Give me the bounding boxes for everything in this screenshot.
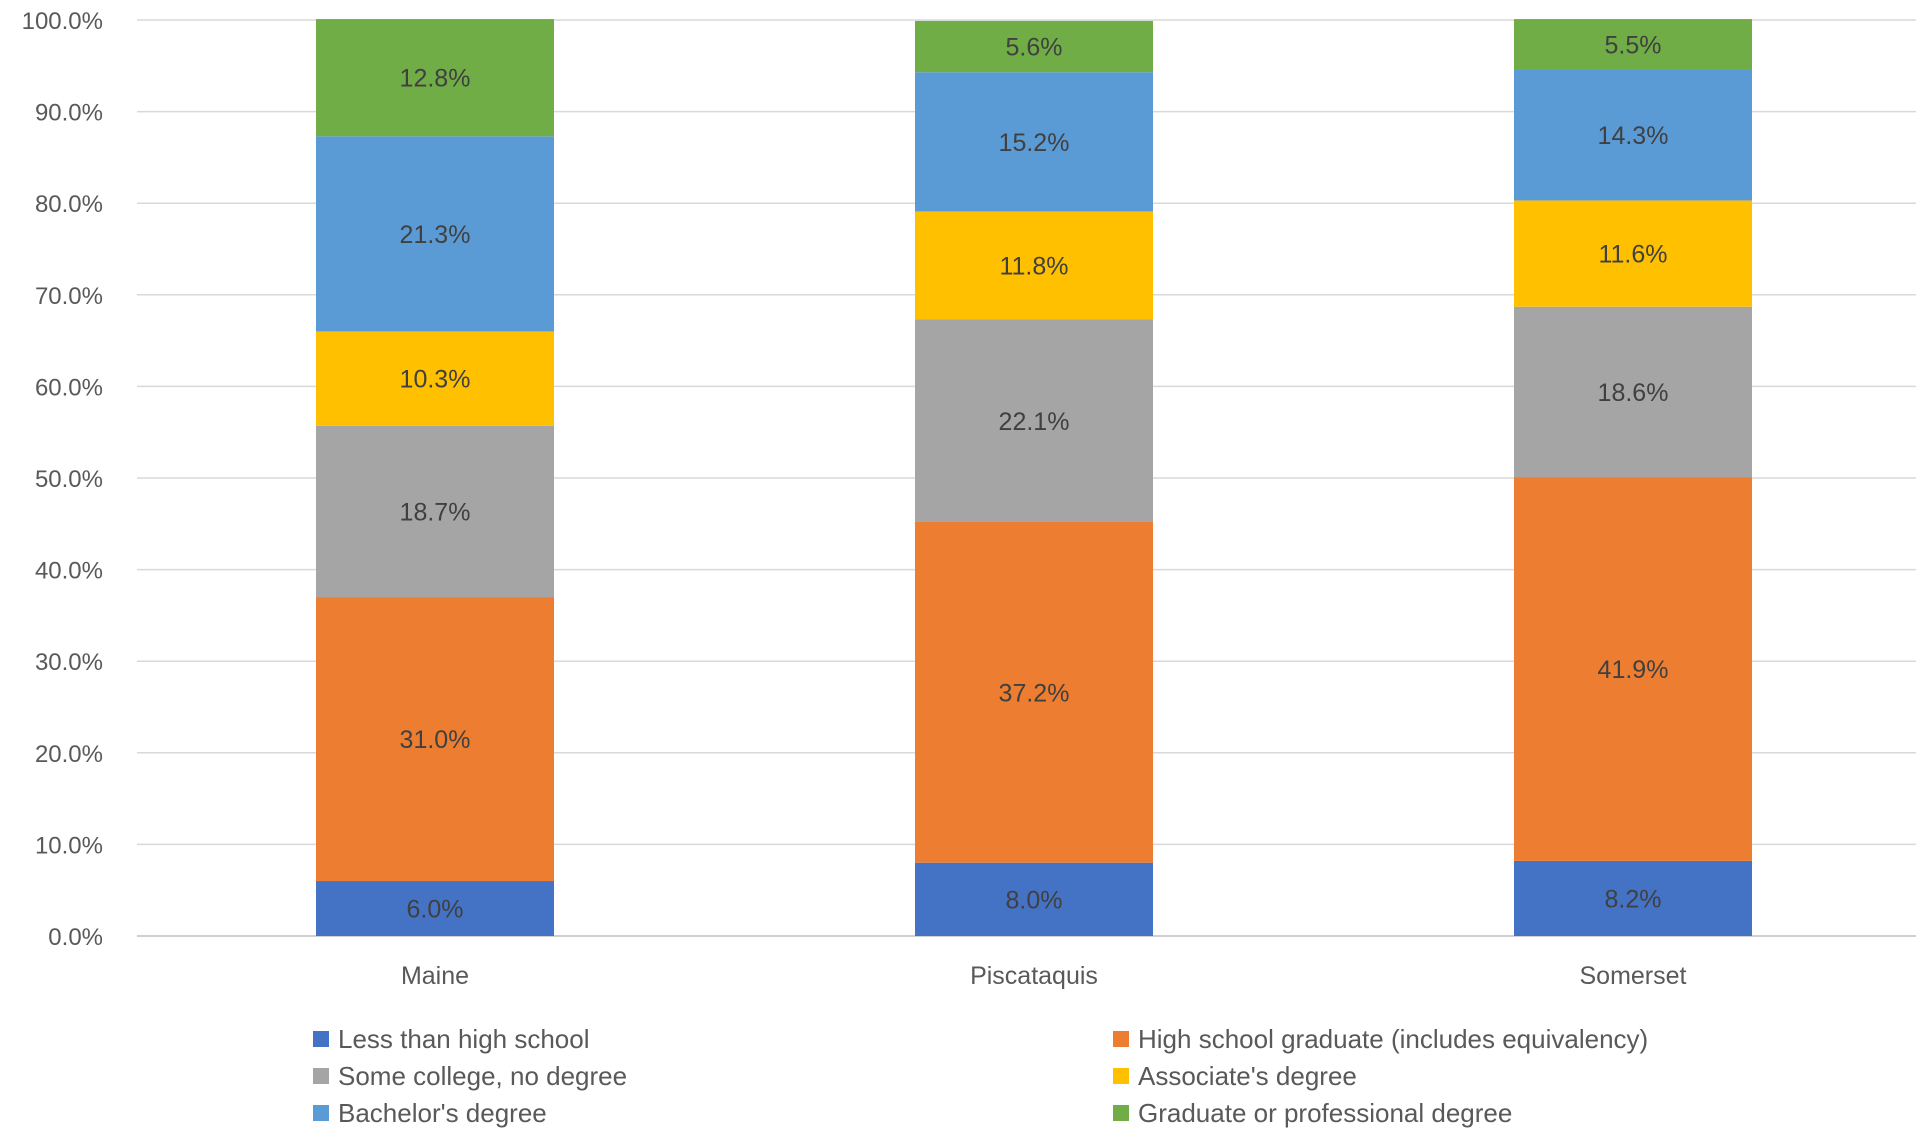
bar-segment	[915, 862, 1153, 936]
bar-segment	[1514, 477, 1752, 861]
bar-segment	[316, 597, 554, 882]
data-label: 14.3%	[1598, 122, 1669, 150]
x-category-label: Maine	[401, 962, 469, 990]
bar-segment	[915, 521, 1153, 863]
legend-swatch	[1113, 1068, 1129, 1084]
data-labels: 6.0% 31.0% 18.7% 10.3% 21.3% 12.8% 8.0% 37.2% 22…	[400, 31, 1669, 923]
y-tick-label: 0.0%	[48, 924, 103, 951]
data-label: 5.6%	[1006, 34, 1063, 62]
legend-label: Bachelor's degree	[338, 1098, 547, 1128]
y-tick-label: 40.0%	[35, 558, 103, 585]
y-tick-label: 50.0%	[35, 466, 103, 493]
data-label: 18.7%	[400, 498, 471, 526]
legend-swatch	[313, 1068, 329, 1084]
data-label: 11.6%	[1598, 241, 1667, 269]
data-label: 11.8%	[999, 252, 1068, 280]
bar-segment	[1514, 19, 1752, 70]
data-label: 6.0%	[407, 896, 464, 924]
bar-segment	[1514, 69, 1752, 201]
legend-label: Associate's degree	[1138, 1061, 1357, 1091]
bar-segment	[316, 881, 554, 936]
y-tick-label: 30.0%	[35, 649, 103, 676]
data-label: 41.9%	[1598, 656, 1669, 684]
data-label: 10.3%	[400, 366, 471, 394]
bar-segment	[316, 331, 554, 426]
x-category-label: Piscataquis	[970, 962, 1098, 990]
data-label: 37.2%	[999, 679, 1070, 707]
y-axis: 0.0% 10.0% 20.0% 30.0% 40.0% 50.0% 60.0% 70.0% 8…	[22, 8, 103, 951]
bars	[316, 19, 1752, 936]
y-tick-label: 20.0%	[35, 741, 103, 768]
bar-segment	[915, 211, 1153, 320]
data-label: 12.8%	[400, 65, 471, 93]
data-label: 18.6%	[1598, 379, 1669, 407]
data-label: 8.0%	[1006, 886, 1063, 914]
data-label: 8.2%	[1605, 885, 1662, 913]
data-label: 21.3%	[400, 221, 471, 249]
legend-swatch	[313, 1031, 329, 1047]
bar-segment	[915, 319, 1153, 522]
y-tick-label: 100.0%	[22, 8, 103, 35]
y-tick-label: 70.0%	[35, 283, 103, 310]
legend-label: Less than high school	[338, 1024, 590, 1054]
legend-label: Some college, no degree	[338, 1061, 627, 1091]
x-category-label: Somerset	[1580, 962, 1687, 990]
bar-segment	[915, 72, 1153, 212]
data-label: 5.5%	[1605, 31, 1662, 59]
bar-segment	[1514, 200, 1752, 307]
x-axis: Maine Piscataquis Somerset	[401, 962, 1687, 990]
y-tick-label: 60.0%	[35, 374, 103, 401]
legend-label: High school graduate (includes equivalen…	[1138, 1024, 1648, 1054]
legend-label: Graduate or professional degree	[1138, 1098, 1512, 1128]
y-tick-label: 10.0%	[35, 832, 103, 859]
legend-swatch	[1113, 1105, 1129, 1121]
data-label: 15.2%	[999, 129, 1070, 157]
bar-segment	[316, 136, 554, 332]
bar-segment	[915, 20, 1153, 73]
legend-swatch	[1113, 1031, 1129, 1047]
bar-segment	[1514, 306, 1752, 478]
legend: Less than high school High school graduat…	[313, 1024, 1648, 1128]
bar-segment	[1514, 860, 1752, 936]
bar-segment	[316, 19, 554, 137]
data-label: 22.1%	[999, 408, 1070, 436]
bar-segment	[316, 425, 554, 598]
y-tick-label: 90.0%	[35, 100, 103, 127]
data-label: 31.0%	[400, 726, 471, 754]
legend-swatch	[313, 1105, 329, 1121]
y-tick-label: 80.0%	[35, 191, 103, 218]
